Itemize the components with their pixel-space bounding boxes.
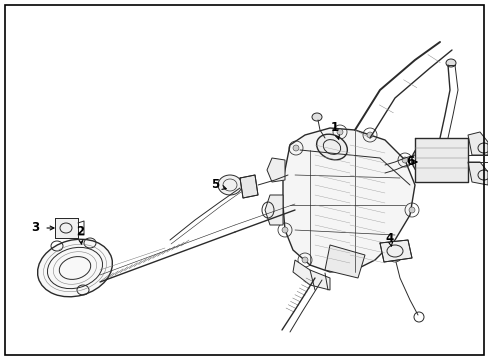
Polygon shape: [325, 245, 364, 278]
Ellipse shape: [316, 134, 346, 160]
Text: 3: 3: [31, 221, 39, 234]
Text: 2: 2: [76, 225, 84, 238]
Polygon shape: [264, 195, 283, 225]
Text: 4: 4: [385, 231, 393, 244]
Ellipse shape: [401, 157, 407, 163]
Ellipse shape: [391, 252, 397, 258]
Polygon shape: [292, 260, 329, 290]
Ellipse shape: [292, 145, 298, 151]
Ellipse shape: [366, 132, 372, 138]
Ellipse shape: [282, 227, 287, 233]
Polygon shape: [266, 158, 285, 182]
Ellipse shape: [218, 175, 242, 195]
Text: 5: 5: [210, 179, 219, 192]
Polygon shape: [467, 162, 487, 185]
Ellipse shape: [38, 239, 112, 297]
Ellipse shape: [302, 257, 307, 263]
Polygon shape: [467, 132, 487, 155]
Ellipse shape: [411, 140, 467, 180]
Ellipse shape: [311, 113, 321, 121]
Polygon shape: [55, 218, 78, 238]
Polygon shape: [283, 128, 414, 272]
Ellipse shape: [336, 129, 342, 135]
Polygon shape: [240, 175, 258, 198]
Text: 1: 1: [330, 121, 338, 135]
Text: 6: 6: [405, 156, 413, 168]
Ellipse shape: [408, 207, 414, 213]
Polygon shape: [414, 138, 467, 182]
Polygon shape: [379, 240, 411, 262]
Ellipse shape: [445, 59, 455, 67]
Ellipse shape: [346, 265, 352, 271]
